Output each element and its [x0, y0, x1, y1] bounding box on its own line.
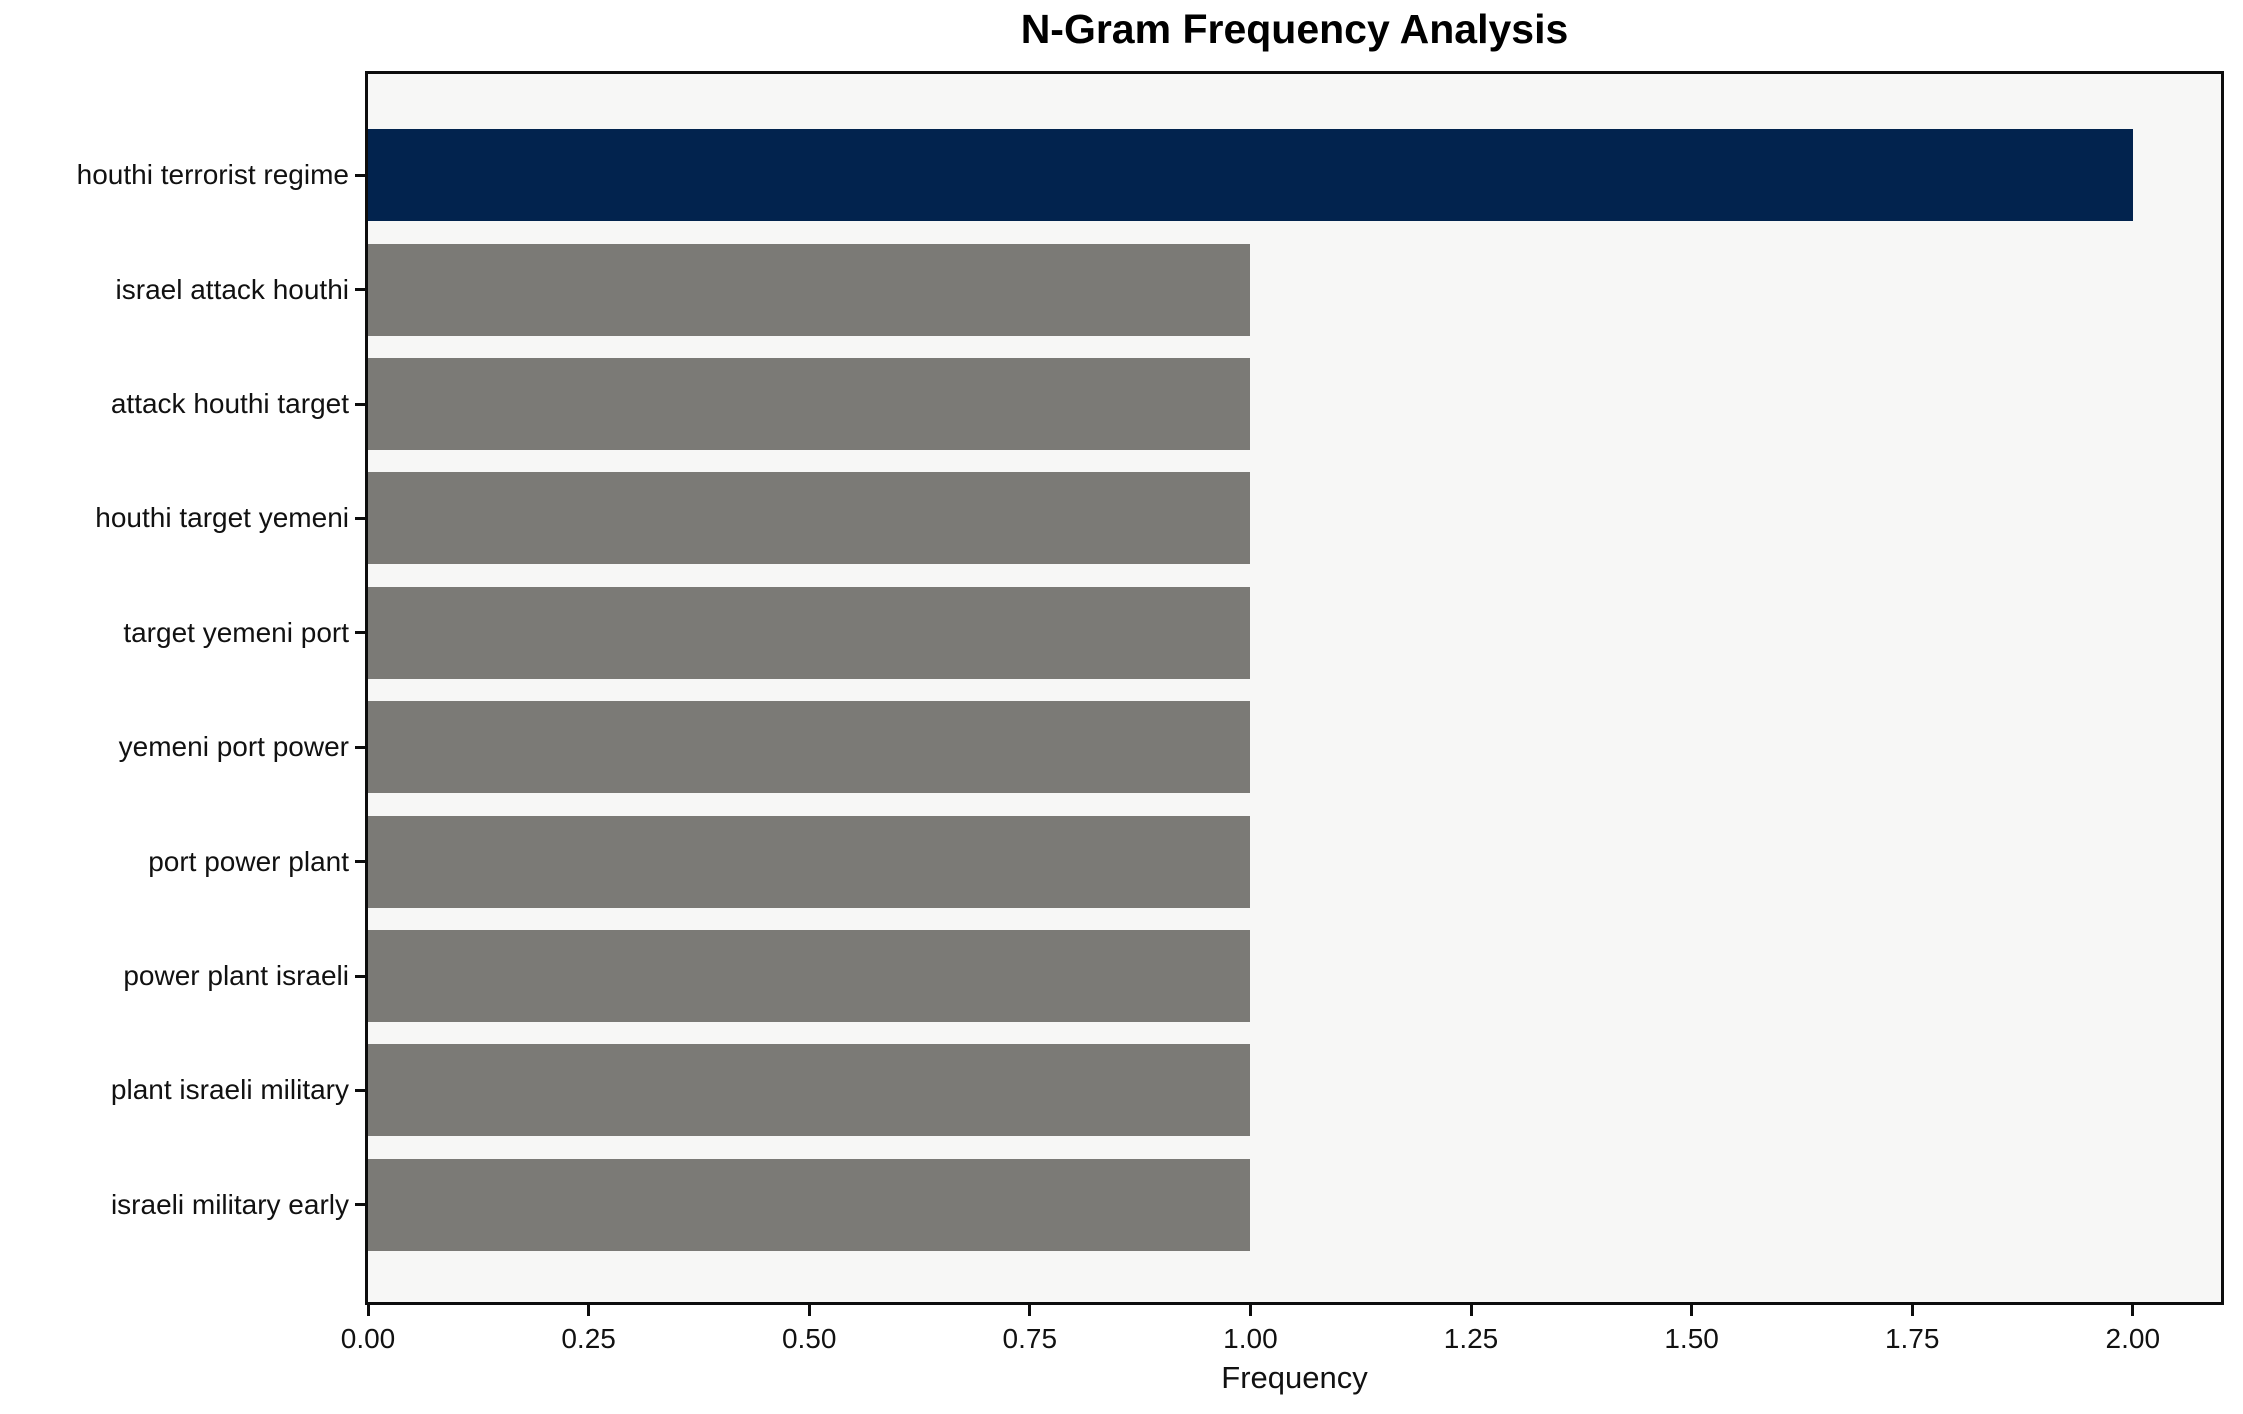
- x-tick-label: 0.00: [340, 1323, 396, 1354]
- y-tick-mark: [355, 631, 365, 635]
- bar-port-power-plant: [368, 815, 1251, 908]
- x-tick-mark: [366, 1305, 370, 1316]
- plot-area: [365, 71, 2224, 1305]
- x-tick-mark: [1028, 1305, 1032, 1316]
- bar-power-plant-israeli: [368, 930, 1251, 1022]
- x-tick-label: 1.25: [1443, 1323, 1499, 1354]
- y-tick-mark: [355, 288, 365, 292]
- y-tick-label: power plant israeli: [123, 960, 349, 991]
- bar-attack-houthi-target: [368, 358, 1251, 450]
- x-tick-mark: [1910, 1305, 1914, 1316]
- y-tick-label: houthi terrorist regime: [76, 159, 349, 191]
- y-tick-label: houthi target yemeni: [95, 502, 349, 534]
- bar-israeli-military-early: [368, 1158, 1251, 1251]
- y-tick-mark: [355, 1088, 365, 1092]
- x-tick-mark: [807, 1305, 811, 1316]
- y-tick-mark: [355, 974, 365, 978]
- y-tick-label: attack houthi target: [110, 388, 349, 419]
- bar-yemeni-port-power: [368, 701, 1251, 794]
- x-tick-label: 0.75: [1002, 1323, 1058, 1354]
- y-tick-mark: [355, 1203, 365, 1207]
- x-tick-mark: [1469, 1305, 1473, 1316]
- bar-plant-israeli-military: [368, 1044, 1251, 1137]
- bar-houthi-target-yemeni: [368, 472, 1251, 565]
- x-axis-label: Frequency: [1221, 1360, 1368, 1395]
- y-tick-label: israeli military early: [110, 1188, 349, 1220]
- y-tick-label: yemeni port power: [118, 731, 349, 763]
- x-tick-mark: [587, 1305, 591, 1316]
- x-tick-mark: [2131, 1305, 2135, 1316]
- y-tick-mark: [355, 516, 365, 520]
- chart-title: N-Gram Frequency Analysis: [1020, 6, 1569, 52]
- y-tick-label: target yemeni port: [123, 616, 349, 648]
- x-tick-mark: [1690, 1305, 1694, 1316]
- y-tick-label: port power plant: [148, 845, 349, 877]
- y-tick-label: plant israeli military: [110, 1074, 349, 1106]
- y-tick-mark: [355, 860, 365, 864]
- y-tick-mark: [355, 745, 365, 749]
- bar-israel-attack-houthi: [368, 243, 1251, 336]
- y-tick-mark: [355, 173, 365, 177]
- x-tick-label: 1.75: [1884, 1323, 1940, 1354]
- bar-target-yemeni-port: [368, 586, 1251, 679]
- x-tick-label: 1.50: [1664, 1323, 1719, 1354]
- bar-houthi-terrorist-regime: [368, 129, 2133, 222]
- x-tick-label: 1.00: [1223, 1323, 1278, 1354]
- x-tick-mark: [1248, 1305, 1252, 1316]
- x-tick-label: 0.25: [561, 1323, 616, 1354]
- y-tick-mark: [355, 402, 365, 406]
- x-tick-label: 2.00: [2105, 1323, 2161, 1354]
- y-tick-label: israel attack houthi: [115, 273, 349, 305]
- x-tick-label: 0.50: [781, 1323, 837, 1354]
